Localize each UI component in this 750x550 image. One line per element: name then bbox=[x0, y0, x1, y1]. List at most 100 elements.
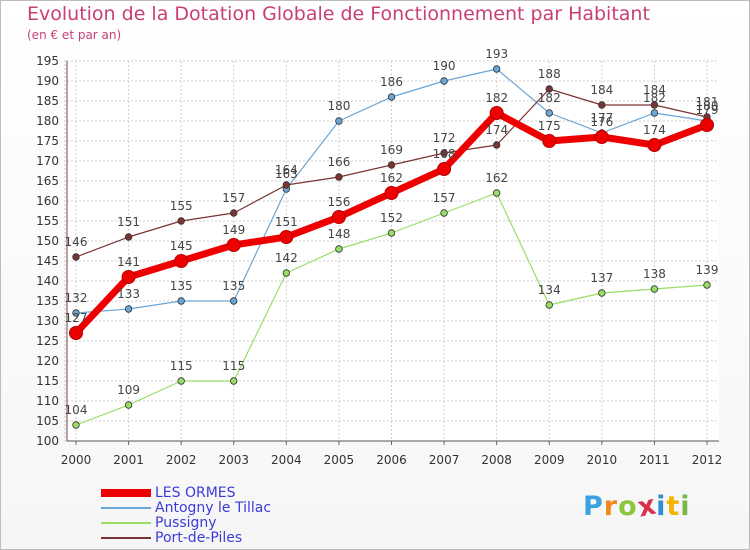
data-point bbox=[440, 77, 448, 85]
data-label: 182 bbox=[643, 91, 666, 105]
data-point bbox=[650, 101, 659, 109]
data-label: 172 bbox=[433, 131, 456, 145]
logo-letter: o bbox=[618, 491, 638, 522]
logo-letter: r bbox=[603, 491, 619, 522]
legend-label: Pussigny bbox=[155, 515, 217, 531]
x-tick-label: 2003 bbox=[218, 453, 249, 467]
chart-title: Evolution de la Dotation Globale de Fonc… bbox=[27, 3, 650, 25]
data-point bbox=[335, 117, 343, 125]
data-label: 104 bbox=[65, 403, 88, 417]
data-point bbox=[387, 229, 396, 237]
data-point bbox=[650, 109, 659, 117]
y-tick-label: 130 bbox=[36, 314, 59, 328]
data-point bbox=[492, 141, 501, 149]
data-label: 162 bbox=[485, 171, 508, 185]
data-point bbox=[594, 130, 609, 144]
data-point bbox=[124, 305, 133, 313]
logo-letter: P bbox=[583, 491, 604, 522]
data-label: 169 bbox=[380, 143, 403, 157]
legend-swatch bbox=[101, 522, 151, 524]
data-label: 166 bbox=[327, 155, 350, 169]
data-point bbox=[230, 297, 238, 305]
data-label: 149 bbox=[222, 223, 245, 237]
x-tick-label: 2001 bbox=[113, 453, 144, 467]
data-point bbox=[226, 238, 241, 252]
x-tick-label: 2012 bbox=[692, 453, 723, 467]
data-point bbox=[177, 377, 185, 385]
y-tick-label: 180 bbox=[36, 114, 59, 128]
data-point bbox=[72, 309, 80, 317]
data-label: 182 bbox=[538, 91, 561, 105]
data-label: 141 bbox=[117, 255, 140, 269]
data-label: 135 bbox=[222, 279, 245, 293]
data-point bbox=[282, 269, 291, 277]
data-point bbox=[124, 401, 133, 409]
data-label: 156 bbox=[327, 195, 350, 209]
data-point bbox=[230, 377, 238, 385]
data-label: 134 bbox=[538, 283, 561, 297]
data-point bbox=[545, 109, 553, 117]
x-tick-label: 2000 bbox=[61, 453, 92, 467]
y-tick-label: 185 bbox=[36, 94, 59, 108]
data-point bbox=[492, 65, 501, 73]
data-label: 162 bbox=[380, 171, 403, 185]
data-point bbox=[72, 253, 80, 261]
x-tick-label: 2010 bbox=[587, 453, 618, 467]
y-tick-label: 155 bbox=[36, 214, 59, 228]
data-label: 193 bbox=[485, 47, 508, 61]
x-tick-label: 2004 bbox=[271, 453, 302, 467]
data-label: 109 bbox=[117, 383, 140, 397]
data-label: 175 bbox=[538, 119, 561, 133]
y-tick-label: 195 bbox=[36, 54, 59, 68]
y-tick-label: 115 bbox=[36, 374, 59, 388]
data-point bbox=[700, 118, 714, 132]
data-label: 163 bbox=[275, 167, 298, 181]
data-point bbox=[230, 209, 238, 217]
data-point bbox=[703, 281, 711, 289]
data-point bbox=[124, 233, 133, 241]
data-point bbox=[331, 210, 346, 224]
data-point bbox=[492, 189, 501, 197]
legend-swatch bbox=[101, 507, 151, 509]
data-label: 132 bbox=[65, 291, 88, 305]
y-tick-label: 140 bbox=[36, 274, 59, 288]
data-label: 137 bbox=[590, 271, 613, 285]
data-label: 157 bbox=[222, 191, 245, 205]
data-label: 157 bbox=[433, 191, 456, 205]
data-point bbox=[69, 326, 83, 340]
data-point bbox=[440, 149, 448, 157]
data-label: 190 bbox=[433, 59, 456, 73]
legend-label: Antogny le Tillac bbox=[155, 500, 272, 516]
data-label: 168 bbox=[433, 147, 456, 161]
data-label: 164 bbox=[275, 163, 298, 177]
y-tick-label: 175 bbox=[36, 134, 59, 148]
data-label: 181 bbox=[696, 95, 719, 109]
data-label: 151 bbox=[275, 215, 298, 229]
legend-swatch bbox=[101, 489, 151, 497]
y-tick-label: 165 bbox=[36, 174, 59, 188]
y-tick-label: 110 bbox=[36, 394, 59, 408]
data-point bbox=[174, 254, 189, 268]
data-label: 133 bbox=[117, 287, 140, 301]
data-label: 184 bbox=[643, 83, 666, 97]
data-point bbox=[489, 106, 504, 120]
data-label: 188 bbox=[538, 67, 561, 81]
data-label: 174 bbox=[485, 123, 508, 137]
data-label: 142 bbox=[275, 251, 298, 265]
data-label: 127 bbox=[65, 311, 88, 325]
data-label: 145 bbox=[170, 239, 193, 253]
data-label: 182 bbox=[485, 91, 508, 105]
y-tick-label: 145 bbox=[36, 254, 59, 268]
y-tick-label: 150 bbox=[36, 234, 59, 248]
y-tick-label: 135 bbox=[36, 294, 59, 308]
data-point bbox=[647, 138, 662, 152]
data-point bbox=[335, 173, 343, 181]
data-label: 180 bbox=[327, 99, 350, 113]
logo-letter: t bbox=[666, 491, 681, 522]
x-tick-label: 2011 bbox=[639, 453, 670, 467]
y-tick-label: 105 bbox=[36, 414, 59, 428]
x-tick-label: 2005 bbox=[324, 453, 355, 467]
data-label: 152 bbox=[380, 211, 403, 225]
